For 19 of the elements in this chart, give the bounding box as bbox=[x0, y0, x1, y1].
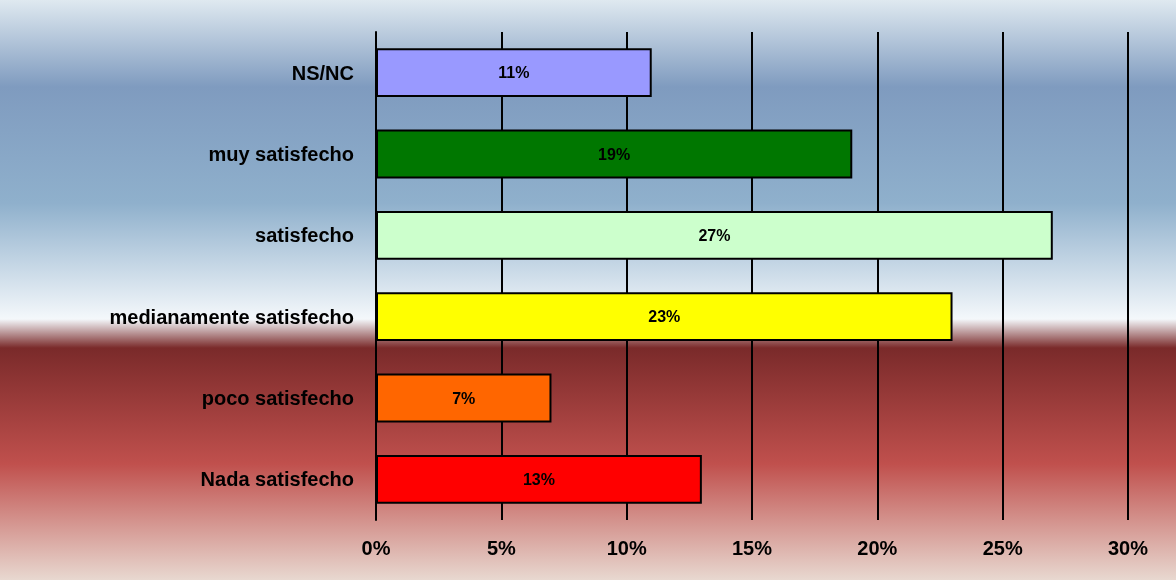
data-label: 23% bbox=[648, 308, 681, 326]
data-label: 11% bbox=[498, 64, 530, 82]
x-tick-label: 25% bbox=[982, 537, 1023, 559]
data-label: 7% bbox=[452, 389, 476, 407]
data-label: 19% bbox=[598, 145, 631, 163]
y-tick-label: poco satisfecho bbox=[201, 387, 354, 409]
y-tick-label: muy satisfecho bbox=[208, 143, 354, 165]
data-label: 27% bbox=[698, 226, 731, 244]
x-tick-label: 30% bbox=[1107, 537, 1149, 559]
y-tick-label: Nada satisfecho bbox=[200, 468, 354, 491]
x-tick-label: 5% bbox=[486, 537, 516, 559]
y-tick-label: NS/NC bbox=[291, 61, 354, 84]
x-tick-label: 10% bbox=[606, 537, 647, 559]
x-tick-label: 0% bbox=[361, 537, 391, 559]
data-label: 13% bbox=[522, 470, 555, 488]
x-tick-label: 20% bbox=[857, 537, 898, 559]
y-tick-label: satisfecho bbox=[255, 224, 354, 247]
y-tick-label: medianamente satisfecho bbox=[109, 305, 354, 328]
x-tick-label: 15% bbox=[731, 537, 773, 559]
